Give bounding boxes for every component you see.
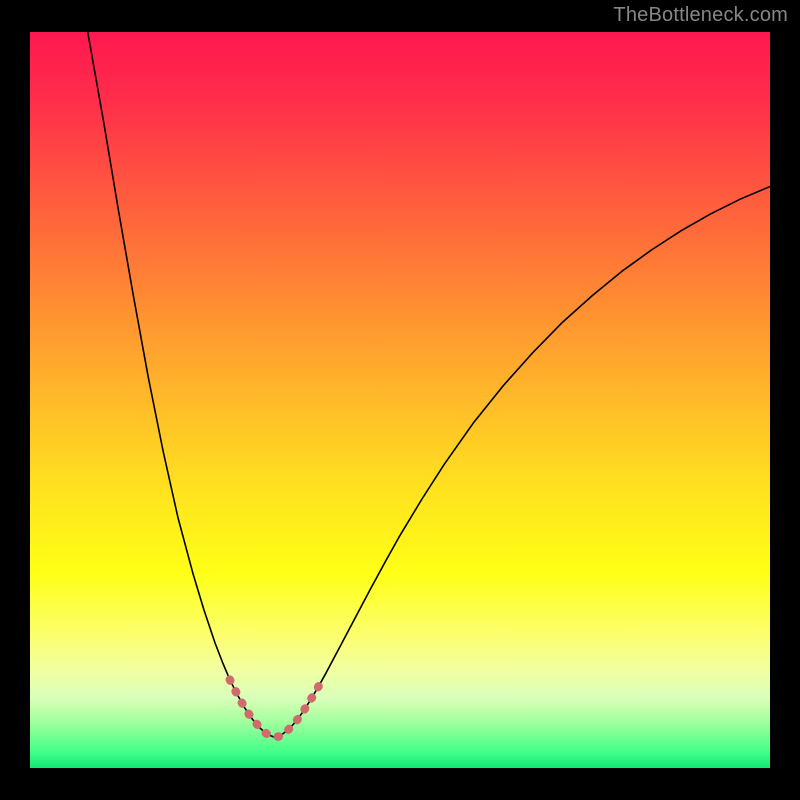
plot-frame [30,32,770,768]
chart-background [30,32,770,768]
stage: TheBottleneck.com [0,0,800,800]
bottleneck-chart [30,32,770,768]
watermark-text: TheBottleneck.com [613,4,788,27]
